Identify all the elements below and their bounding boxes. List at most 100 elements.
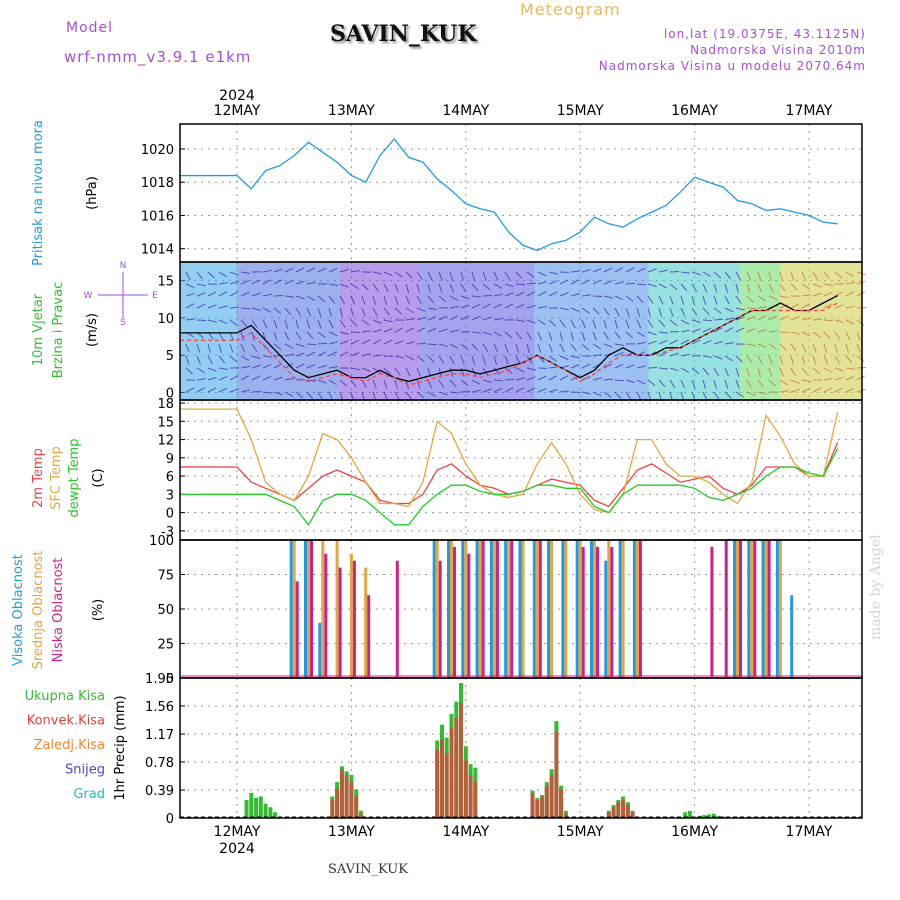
cloud-bar bbox=[590, 540, 593, 678]
wind-barb bbox=[394, 295, 399, 305]
wind-barb bbox=[680, 353, 690, 357]
wind-barb bbox=[416, 307, 426, 312]
wind-ylabel-2: Brzina i Pravac bbox=[51, 282, 66, 379]
cloud-bar bbox=[481, 540, 485, 678]
wind-barb bbox=[790, 316, 800, 321]
wind-barb bbox=[394, 327, 404, 333]
wind-barb bbox=[515, 387, 525, 393]
wind-barb bbox=[614, 363, 624, 369]
wind-barb bbox=[471, 331, 481, 334]
cloud-low-label: Niska Oblacnost bbox=[51, 558, 66, 663]
wind-barb bbox=[658, 307, 663, 317]
wind-barb bbox=[647, 307, 651, 317]
wind-barb bbox=[801, 317, 811, 321]
wind-barb bbox=[471, 283, 479, 292]
wind-barb bbox=[812, 343, 817, 353]
wind-barb bbox=[207, 319, 217, 323]
wind-barb bbox=[746, 343, 756, 347]
wind-barb bbox=[856, 319, 865, 326]
wind-barb bbox=[669, 352, 679, 357]
wind-barb bbox=[482, 388, 492, 393]
wind-barb bbox=[262, 307, 272, 313]
precip-bar bbox=[711, 813, 716, 818]
wind-barb bbox=[614, 281, 624, 285]
wind-barb bbox=[603, 319, 607, 329]
wind-barb bbox=[702, 355, 712, 358]
cloud-bar bbox=[495, 540, 499, 678]
wind-barb bbox=[262, 319, 268, 329]
wind-barb bbox=[548, 375, 558, 381]
wind-barb bbox=[746, 283, 751, 293]
bottom-year-label: 2024 bbox=[219, 841, 255, 857]
wind-barb bbox=[416, 355, 425, 362]
wind-barb bbox=[735, 379, 740, 389]
wind-barb bbox=[680, 271, 690, 274]
wind-barb bbox=[273, 268, 283, 273]
precipitation-background bbox=[180, 678, 862, 818]
wind-barb bbox=[537, 319, 546, 326]
wind-barb bbox=[251, 292, 261, 297]
wind-barb bbox=[339, 283, 349, 288]
wind-barb bbox=[449, 305, 459, 309]
top-day-label: 17MAY bbox=[786, 103, 833, 119]
wind-barb bbox=[669, 283, 678, 291]
wind-barb bbox=[845, 291, 855, 297]
wind-ytick-label: 10 bbox=[157, 312, 174, 327]
wind-barb bbox=[603, 280, 613, 285]
wind-barb bbox=[196, 343, 201, 353]
wind-barb bbox=[625, 391, 632, 400]
wind-barb bbox=[295, 391, 304, 399]
wind-barb bbox=[460, 379, 469, 387]
wind-barb bbox=[812, 292, 822, 297]
precip-bar bbox=[273, 812, 278, 818]
wind-barb bbox=[306, 319, 311, 329]
wind-barb bbox=[207, 367, 217, 372]
wind-barb bbox=[537, 388, 547, 393]
wind-barb bbox=[427, 355, 435, 363]
wind-barb bbox=[570, 364, 580, 369]
wind-barb bbox=[471, 389, 481, 393]
wind-barb bbox=[812, 387, 822, 393]
precip-bar bbox=[683, 812, 688, 818]
wind-barb bbox=[724, 367, 730, 377]
temperature-ytick-label: 15 bbox=[157, 415, 174, 430]
wind-barb bbox=[328, 391, 334, 401]
wind-barb bbox=[416, 367, 421, 377]
wind-barb bbox=[548, 355, 557, 362]
wind-barb bbox=[647, 319, 654, 328]
wind-barb bbox=[207, 304, 217, 309]
wind-barb bbox=[383, 307, 390, 316]
wind-barb bbox=[669, 379, 676, 388]
wind-barb bbox=[757, 343, 767, 348]
temperature-ytick-label: 12 bbox=[157, 434, 174, 449]
wind-barb bbox=[548, 366, 558, 369]
wind-barb bbox=[636, 267, 646, 273]
wind-barb bbox=[504, 271, 511, 280]
wind-barb bbox=[350, 379, 357, 388]
wind-barb bbox=[603, 295, 613, 299]
wind-barb bbox=[427, 391, 437, 397]
wind-ylabel: 10m Vjetar bbox=[31, 293, 46, 366]
cloud-bar bbox=[632, 540, 636, 678]
wind-barb bbox=[460, 295, 470, 300]
cloud-bar bbox=[324, 553, 328, 678]
cloud-high-label: Visoka Oblacnost bbox=[11, 554, 26, 666]
wind-barb bbox=[779, 304, 789, 309]
wind-barb bbox=[768, 343, 777, 350]
cloud-bar bbox=[492, 540, 496, 678]
wind-barb bbox=[185, 303, 195, 309]
precip-bar bbox=[440, 739, 445, 818]
wind-barb bbox=[636, 283, 647, 286]
compass-west: W bbox=[84, 291, 93, 301]
wind-barb bbox=[713, 307, 722, 314]
wind-barb bbox=[702, 391, 708, 401]
precip-bar bbox=[549, 774, 554, 818]
wind-barb bbox=[482, 283, 491, 290]
wind-barb bbox=[196, 292, 206, 297]
wind-barb bbox=[405, 283, 410, 293]
wind-barb bbox=[438, 295, 447, 303]
wind-barb bbox=[196, 355, 202, 365]
wind-barb bbox=[658, 339, 668, 345]
pressure-unit-label: (hPa) bbox=[85, 176, 100, 210]
wind-barb bbox=[240, 279, 250, 285]
